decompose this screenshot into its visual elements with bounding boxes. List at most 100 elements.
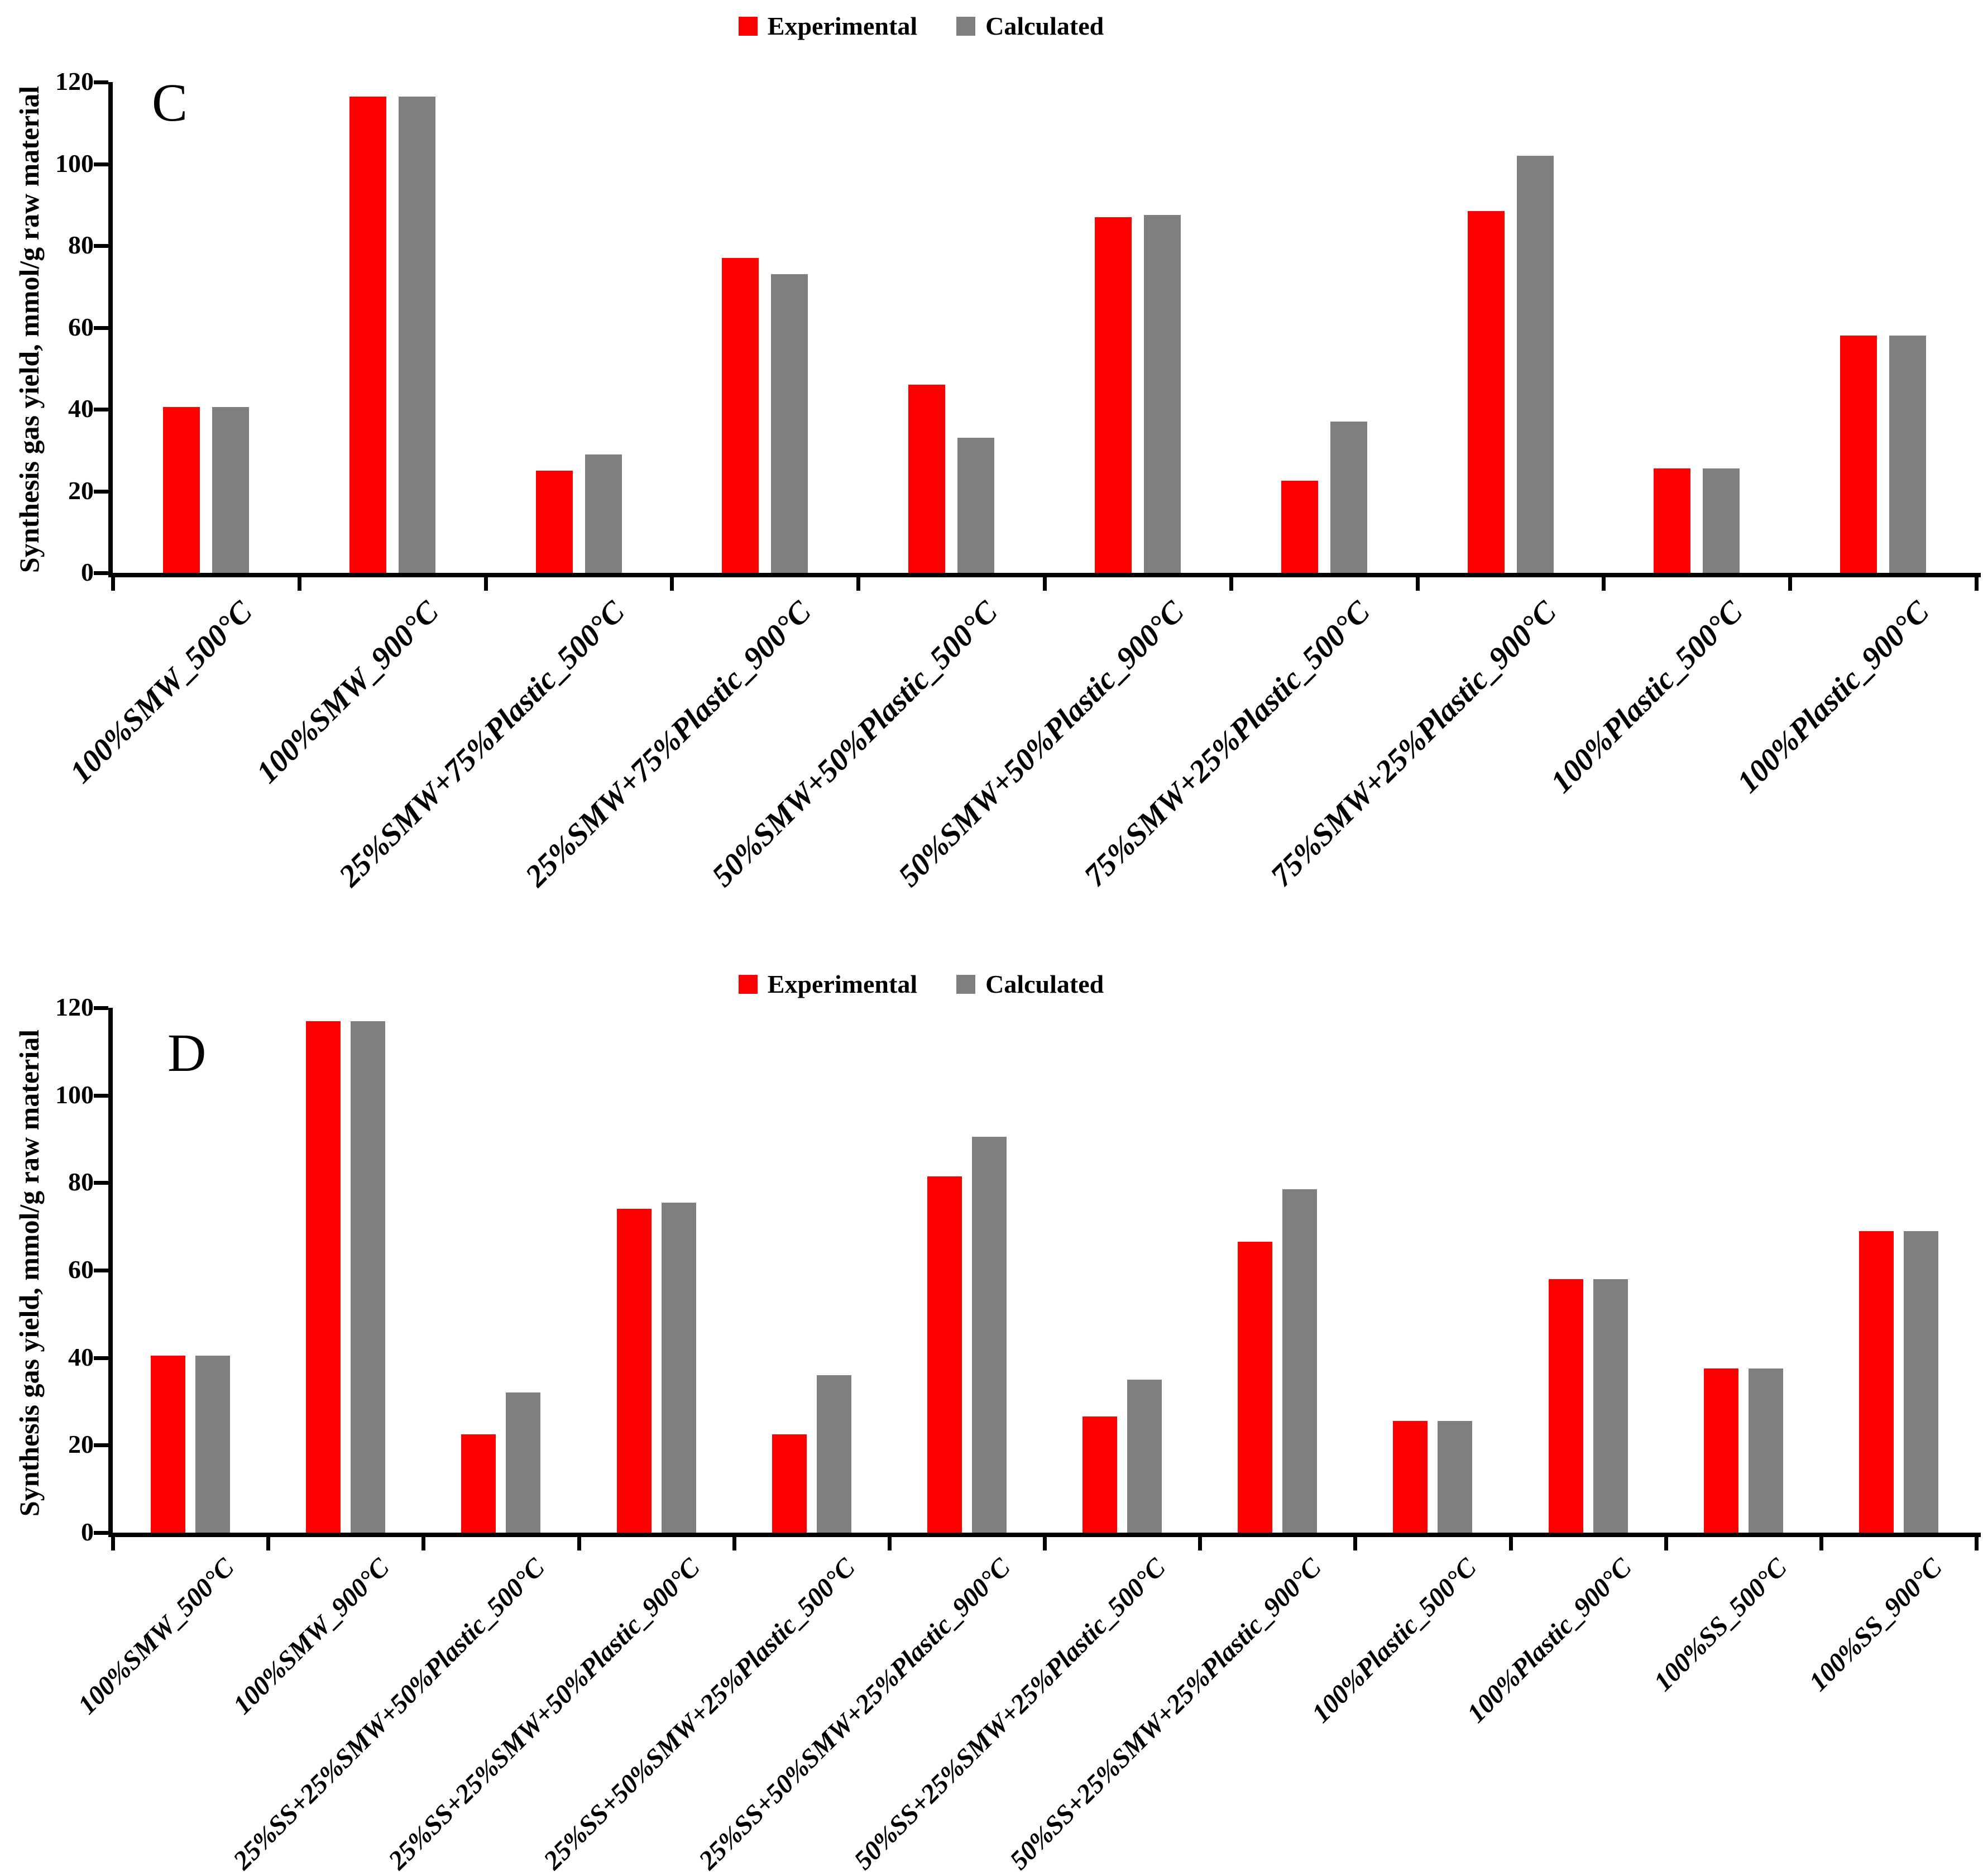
y-tick-label: 100 <box>55 1080 94 1109</box>
x-tick <box>670 577 674 591</box>
bar-experimental <box>349 96 386 573</box>
bar-calculated <box>1330 421 1367 573</box>
y-tick-label: 0 <box>81 558 94 586</box>
x-tick <box>1198 1537 1203 1550</box>
x-tick <box>887 1537 892 1550</box>
x-axis-label: 100%Plastic_900°C <box>1731 594 1936 800</box>
y-axis <box>108 1008 113 1537</box>
y-tick <box>94 1093 108 1098</box>
bar-calculated <box>1593 1279 1628 1533</box>
bar-calculated <box>1889 336 1927 573</box>
bar-experimental <box>927 1176 962 1533</box>
bar-experimental <box>535 470 573 573</box>
bar-experimental <box>616 1209 652 1533</box>
x-tick <box>1975 1537 1979 1550</box>
y-tick-label: 80 <box>68 231 94 259</box>
x-axis-label: 100%SMW_500°C <box>72 1552 240 1720</box>
legend-label-calculated: Calculated <box>985 12 1104 40</box>
x-tick <box>483 577 488 591</box>
bar-calculated <box>1127 1379 1162 1533</box>
bar-experimental <box>772 1434 807 1533</box>
bar-experimental <box>1548 1279 1583 1533</box>
y-tick <box>94 1531 108 1535</box>
x-axis <box>108 1533 1981 1537</box>
y-tick <box>94 244 108 248</box>
x-tick <box>1043 577 1047 591</box>
legend-label-experimental: Experimental <box>767 12 918 40</box>
x-tick <box>266 1537 271 1550</box>
legend-item-experimental: Experimental <box>738 11 918 41</box>
x-tick <box>856 577 861 591</box>
bar-experimental <box>461 1434 496 1533</box>
y-axis <box>108 82 113 577</box>
panel-c: Experimental Calculated C Synthesis gas … <box>13 11 1981 893</box>
y-tick-label: 60 <box>68 312 94 341</box>
y-tick <box>94 1181 108 1185</box>
x-axis-label: 100%SS_500°C <box>1648 1552 1793 1697</box>
y-tick-label: 100 <box>55 149 94 178</box>
y-tick <box>94 1006 108 1010</box>
bar-experimental <box>1238 1242 1273 1533</box>
bar-calculated <box>351 1021 386 1533</box>
bar-experimental <box>1859 1231 1894 1533</box>
bar-calculated <box>1516 155 1554 573</box>
y-tick <box>94 1356 108 1360</box>
y-tick-label: 120 <box>55 993 94 1021</box>
x-tick <box>1415 577 1420 591</box>
y-tick <box>94 1269 108 1272</box>
x-axis-label: 50%SS+25%SMW+25%Plastic_900°C <box>1004 1552 1327 1875</box>
bar-experimental <box>1082 1416 1118 1533</box>
x-tick <box>1664 1537 1668 1550</box>
bar-calculated <box>585 454 622 573</box>
x-tick <box>1602 577 1606 591</box>
x-axis-label: 100%Plastic_900°C <box>1461 1552 1637 1729</box>
x-tick <box>111 1537 115 1550</box>
x-tick <box>732 1537 736 1550</box>
bar-calculated <box>1143 215 1181 573</box>
bar-experimental <box>1094 217 1132 573</box>
x-tick <box>297 577 301 591</box>
y-tick <box>94 326 108 330</box>
x-tick <box>1043 1537 1047 1550</box>
x-tick <box>1353 1537 1358 1550</box>
bar-calculated <box>816 1375 851 1533</box>
bar-calculated <box>212 407 249 573</box>
bar-experimental <box>1703 1368 1738 1533</box>
x-tick <box>1229 577 1233 591</box>
calculated-swatch-icon <box>956 974 976 994</box>
bar-experimental <box>306 1021 341 1533</box>
y-tick <box>94 162 108 166</box>
bar-experimental <box>722 257 759 573</box>
bar-experimental <box>1654 468 1691 573</box>
x-axis-label: 50%SS+25%SMW+25%Plastic_500°C <box>849 1552 1172 1875</box>
bar-calculated <box>1903 1231 1938 1533</box>
bar-experimental <box>151 1355 186 1533</box>
bar-calculated <box>1703 468 1740 573</box>
y-tick-label: 80 <box>68 1167 94 1197</box>
x-tick <box>111 577 115 591</box>
y-tick <box>94 1443 108 1448</box>
calculated-swatch-icon <box>956 16 976 36</box>
x-axis-label: 100%Plastic_500°C <box>1306 1552 1482 1729</box>
x-tick <box>421 1537 426 1550</box>
x-tick <box>1788 577 1793 591</box>
bar-experimental <box>1467 210 1505 573</box>
experimental-swatch-icon <box>738 16 758 36</box>
y-tick-label: 20 <box>68 476 94 505</box>
bar-experimental <box>1840 336 1877 573</box>
panel-letter: C <box>152 73 188 132</box>
x-axis <box>108 573 1981 577</box>
y-tick-label: 60 <box>68 1255 94 1284</box>
x-tick <box>1975 577 1979 591</box>
y-tick-label: 0 <box>81 1518 94 1546</box>
bar-calculated <box>661 1202 696 1533</box>
x-axis-label: 25%SS+25%SMW+50%Plastic_900°C <box>382 1552 706 1875</box>
bar-calculated <box>971 1137 1007 1533</box>
x-axis-label: 100%Plastic_500°C <box>1544 594 1750 800</box>
legend-item-experimental: Experimental <box>738 969 917 999</box>
x-tick <box>1819 1537 1823 1550</box>
bar-experimental <box>1393 1421 1428 1533</box>
experimental-swatch-icon <box>738 974 758 994</box>
bar-calculated <box>1438 1421 1473 1533</box>
y-tick-label: 40 <box>68 394 94 423</box>
